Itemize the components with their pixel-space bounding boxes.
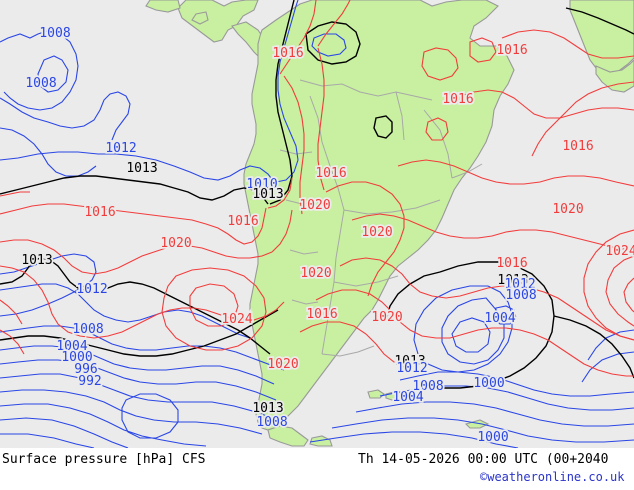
isobar-label: 1010: [246, 177, 277, 192]
isobar-label-halo: 1016: [306, 307, 337, 322]
isobars-low: [0, 0, 634, 448]
valid-time-label: Th 14-05-2026 00:00 UTC (00+2040: [358, 452, 609, 467]
chart-title: Surface pressure [hPa] CFS: [2, 452, 206, 467]
isobar-label-halo: 1012: [105, 141, 136, 156]
pressure-contour-map: .land{fill:#c8f0a0;stroke:#999999;stroke…: [0, 0, 634, 448]
isobar-label: 1016: [84, 205, 115, 220]
isobar-label: 1016: [562, 139, 593, 154]
isobar-label-halo: 1008: [39, 26, 70, 41]
isobar-label: 1016: [227, 214, 258, 229]
isobar-label: 1013: [252, 187, 283, 202]
isobar-label: 1012: [504, 277, 535, 292]
isobar-label-halo: 1013: [252, 401, 283, 416]
isobar-label-halo: 1013: [394, 354, 425, 369]
isobar-label: 996: [74, 362, 97, 377]
isobar-label: 1016: [442, 92, 473, 107]
isobar-label-halo: 1008: [505, 288, 536, 303]
isobar-labels: 1008100810081008101210121013101310161016…: [20, 24, 634, 447]
isobar-label: 1016: [496, 256, 527, 271]
isobar-label: 1008: [412, 379, 443, 394]
landmasses: [145, 0, 634, 447]
isobar-label-halo: 1013: [252, 187, 283, 202]
isobar-label-halo: 996: [74, 362, 97, 377]
isobar-label: 992: [78, 374, 101, 389]
isobar-label: 1012: [396, 361, 427, 376]
isobar-label-halo: 1008: [72, 322, 103, 337]
isobar-label-halo: 1004: [56, 339, 87, 354]
isobar-label: 1020: [160, 236, 191, 251]
isobar-label-halo: 1016: [562, 139, 593, 154]
isobar-label-halo: 1000: [61, 350, 92, 365]
isobar-label-halo: 1008: [412, 379, 443, 394]
isobar-label: 1020: [299, 198, 330, 213]
isobar-label-halo: 1020: [267, 357, 298, 372]
isobar-label-halo: 992: [78, 374, 101, 389]
isobar-label: 1013: [252, 401, 283, 416]
isobar-label-halo: 1016: [442, 92, 473, 107]
isobar-label: 1008: [39, 26, 70, 41]
isobar-label: 1004: [56, 339, 87, 354]
isobar-label-halo: 1004: [484, 311, 515, 326]
copyright-credit: ©weatheronline.co.uk: [480, 470, 625, 484]
isobar-label: 1016: [272, 46, 303, 61]
isobar-label: 1013: [497, 273, 528, 288]
isobar-label: 1024: [221, 312, 252, 327]
isobar-label-halo: 1008: [256, 415, 287, 430]
isobar-label-halo: 1020: [160, 236, 191, 251]
isobar-label: 1012: [105, 141, 136, 156]
isobar-label: 1016: [315, 166, 346, 181]
isobar-label: 1013: [126, 161, 157, 176]
isobar-label: 1020: [552, 202, 583, 217]
isobar-label: 1000: [61, 350, 92, 365]
isobar-label-halo: 1016: [84, 205, 115, 220]
isobar-label: 1008: [72, 322, 103, 337]
isobars-reference: [0, 0, 634, 389]
isobar-label: 1013: [394, 354, 425, 369]
isobar-label-halo: 1012: [504, 277, 535, 292]
isobar-label-halo: 1013: [21, 253, 52, 268]
isobar-label-halo: 1013: [497, 273, 528, 288]
isobar-label: 1008: [505, 288, 536, 303]
isobar-label: 1020: [361, 225, 392, 240]
isobar-label: 1016: [496, 43, 527, 58]
isobar-label-halo: 1024: [605, 244, 634, 259]
isobar-label-halo: 1016: [496, 256, 527, 271]
isobar-label-halo: 1013: [126, 161, 157, 176]
isobar-label: 1020: [267, 357, 298, 372]
country-borders: [279, 79, 483, 357]
isobar-label-halo: 1016: [496, 43, 527, 58]
isobar-label: 1016: [306, 307, 337, 322]
isobar-label-halo: 1020: [300, 266, 331, 281]
isobar-label: 1012: [76, 282, 107, 297]
isobar-label-halo: 1016: [315, 166, 346, 181]
footer-bar: Surface pressure [hPa] CFS Th 14-05-2026…: [0, 448, 634, 490]
isobar-label: 1004: [392, 390, 423, 405]
isobar-label-halo: 1020: [299, 198, 330, 213]
isobar-label-halo: 1004: [392, 390, 423, 405]
isobar-label-halo: 1020: [552, 202, 583, 217]
isobar-label: 1024: [605, 244, 634, 259]
isobar-label: 1013: [21, 253, 52, 268]
isobars-high: [0, 0, 634, 377]
isobar-label-halo: 1016: [272, 46, 303, 61]
isobar-label-halo: 1024: [221, 312, 252, 327]
isobar-label-halo: 1020: [371, 310, 402, 325]
isobar-label: 1004: [484, 311, 515, 326]
isobar-label: 1000: [477, 430, 508, 445]
isobar-label: 1000: [473, 376, 504, 391]
isobar-label-halo: 1012: [76, 282, 107, 297]
isobar-label: 1008: [25, 76, 56, 91]
isobar-label: 1020: [371, 310, 402, 325]
isobar-label-halo: 1008: [25, 76, 56, 91]
isobar-label: 1020: [300, 266, 331, 281]
isobar-label-halo: 1012: [396, 361, 427, 376]
isobar-label-halo: 1020: [361, 225, 392, 240]
isobar-label-halo: 1010: [246, 177, 277, 192]
isobar-label-halo: 1000: [477, 430, 508, 445]
isobar-label-halo: 1016: [227, 214, 258, 229]
isobar-label-halo: 1000: [473, 376, 504, 391]
isobar-label: 1008: [256, 415, 287, 430]
